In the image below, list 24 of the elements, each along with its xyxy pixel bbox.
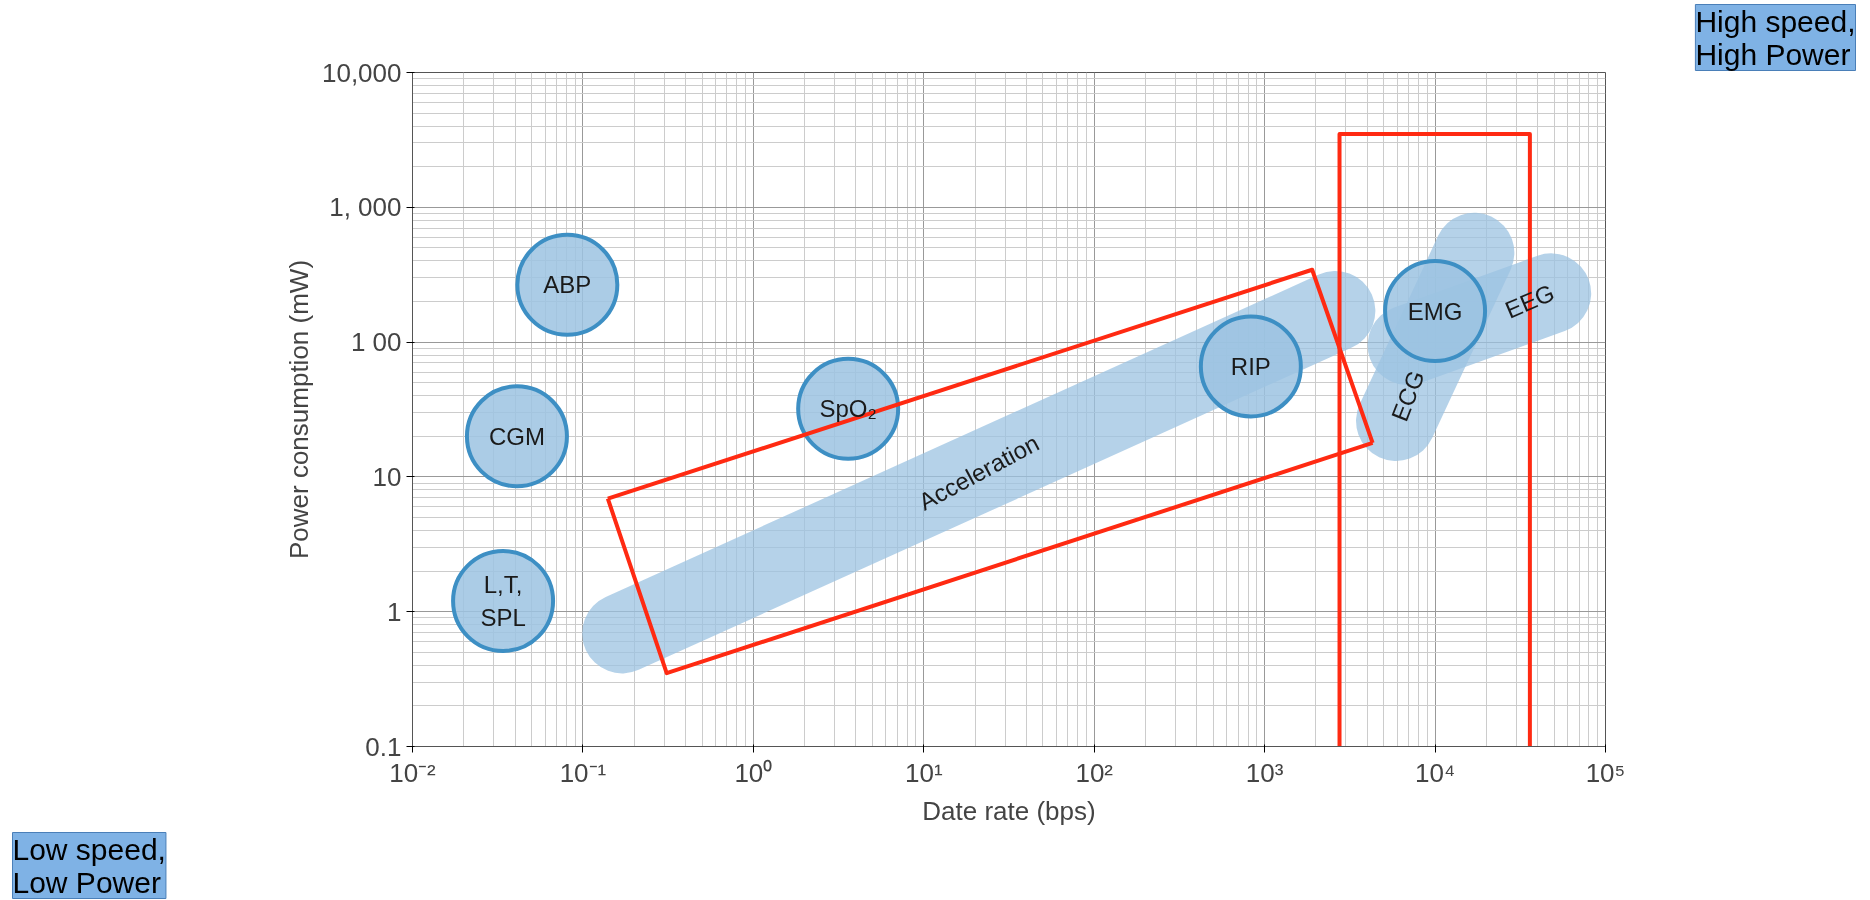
series-label: ABP xyxy=(543,271,592,299)
y-axis-title: Power consumption (mW) xyxy=(283,259,314,560)
series-label: EMG xyxy=(1407,297,1463,325)
y-tick-label: 1, 000 xyxy=(329,192,402,223)
y-tick-label: 1 xyxy=(387,596,402,627)
series-label: L,T, SPL xyxy=(480,571,526,631)
series-label: CGM xyxy=(488,422,545,450)
y-tick-label: 10,000 xyxy=(321,57,402,88)
x-tick-label: 10⁻¹ xyxy=(559,757,607,788)
series-label: SpO₂ xyxy=(819,395,877,423)
text: EEG xyxy=(1501,278,1559,324)
x-axis-title: Date rate (bps) xyxy=(922,795,1096,826)
text: Low speed, Low Power xyxy=(12,832,166,899)
text: High speed, High Power xyxy=(1695,4,1856,71)
text: ECG xyxy=(1385,366,1430,425)
y-tick-label: 10 xyxy=(372,461,402,492)
x-tick-label: 10⁰ xyxy=(734,757,773,788)
x-tick-label: 10¹ xyxy=(905,757,943,788)
y-tick-label: 1 00 xyxy=(350,327,402,358)
series-label: RIP xyxy=(1230,352,1271,380)
x-tick-label: 10⁴ xyxy=(1415,757,1456,788)
x-tick-label: 10² xyxy=(1075,757,1114,788)
x-tick-label: 10⁵ xyxy=(1585,757,1626,788)
x-tick-label: 10³ xyxy=(1245,757,1284,788)
